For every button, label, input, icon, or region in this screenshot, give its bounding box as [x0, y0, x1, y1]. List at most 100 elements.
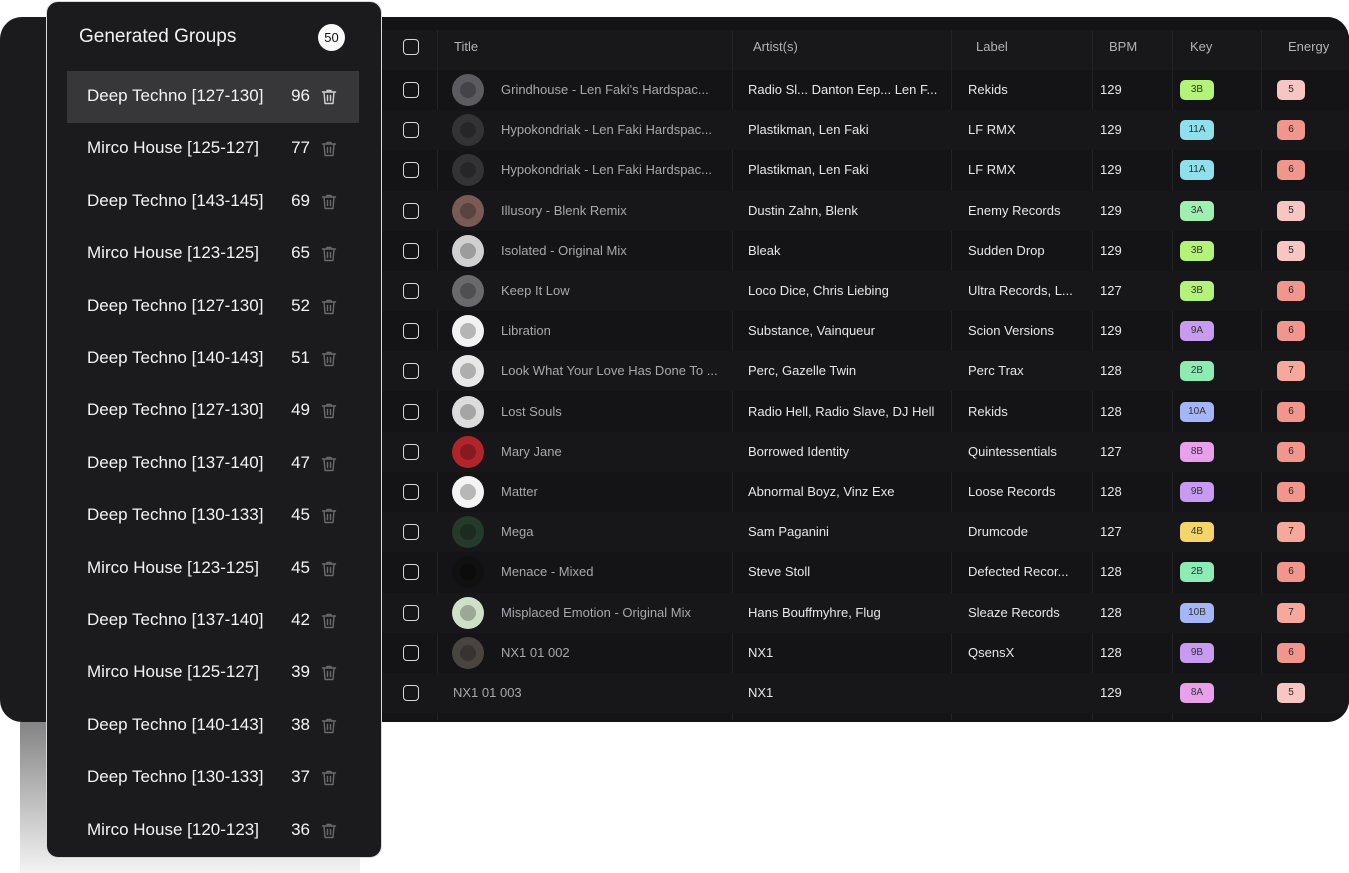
- trash-icon[interactable]: [319, 297, 339, 317]
- track-title: NX1 01 003: [453, 685, 522, 700]
- group-item[interactable]: Mirco House [123-125] 65: [67, 228, 359, 280]
- header-bpm[interactable]: BPM: [1109, 39, 1138, 54]
- table-row[interactable]: Look What Your Love Has Done To ... Perc,…: [382, 351, 1349, 392]
- row-checkbox[interactable]: [403, 283, 419, 299]
- trash-icon[interactable]: [319, 244, 339, 264]
- trash-icon[interactable]: [319, 611, 339, 631]
- trash-icon[interactable]: [319, 506, 339, 526]
- track-artists: Dustin Zahn, Blenk: [748, 202, 858, 218]
- group-label: Mirco House [123-125]: [87, 557, 259, 577]
- track-bpm: 128: [1100, 604, 1122, 620]
- trash-icon[interactable]: [319, 401, 339, 421]
- group-label: Mirco House [125-127]: [87, 662, 259, 682]
- track-label: Rekids: [968, 82, 1008, 97]
- table-row[interactable]: Mega Sam Paganini Drumcode 127 4B 7: [382, 512, 1349, 553]
- track-bpm: 127: [1100, 443, 1122, 459]
- group-item[interactable]: Deep Techno [130-133] 37: [67, 752, 359, 804]
- track-label: LF RMX: [968, 162, 1016, 178]
- group-item[interactable]: Mirco House [125-127] 39: [67, 647, 359, 699]
- trash-icon[interactable]: [319, 768, 339, 788]
- group-label: Deep Techno [127-130]: [87, 400, 264, 420]
- group-item[interactable]: Deep Techno [127-130] 49: [67, 385, 359, 437]
- track-bpm: 128: [1100, 564, 1122, 580]
- track-label: LF RMX: [968, 122, 1016, 138]
- table-row[interactable]: Mary Jane Borrowed Identity Quintessential…: [382, 431, 1349, 472]
- group-item[interactable]: Deep Techno [137-140] 42: [67, 595, 359, 647]
- album-art: [452, 355, 484, 388]
- group-item[interactable]: Deep Techno [127-130] 96: [67, 71, 359, 123]
- group-count: 37: [291, 767, 310, 787]
- group-item[interactable]: Deep Techno [137-140] 47: [67, 438, 359, 490]
- panel-title: Generated Groups: [79, 26, 237, 47]
- group-item[interactable]: Mirco House [123-125] 45: [67, 543, 359, 595]
- row-checkbox[interactable]: [403, 564, 419, 581]
- group-item[interactable]: Mirco House [125-127] 77: [67, 123, 359, 175]
- table-row[interactable]: NX1 01 003 NX1 129 8A 5: [382, 673, 1349, 713]
- table-row[interactable]: Misplaced Emotion - Original Mix Hans Bou…: [382, 592, 1349, 633]
- table-row[interactable]: Grindhouse - Len Faki's Hardspac... Radio…: [382, 70, 1349, 110]
- table-row[interactable]: Keep It Low Loco Dice, Chris Liebing Ultra…: [382, 271, 1349, 311]
- group-item[interactable]: Deep Techno [130-133] 45: [67, 490, 359, 542]
- trash-icon[interactable]: [319, 559, 339, 579]
- header-energy[interactable]: Energy: [1288, 39, 1330, 54]
- row-checkbox[interactable]: [403, 685, 419, 701]
- group-item[interactable]: Deep Techno [143-145] 69: [67, 176, 359, 228]
- select-all-checkbox[interactable]: [403, 39, 419, 55]
- table-row[interactable]: Matter Abnormal Boyz, Vinz Exe Loose Recor…: [382, 472, 1349, 512]
- group-label: Mirco House [123-125]: [87, 243, 259, 263]
- group-item[interactable]: Deep Techno [127-130] 52: [67, 281, 359, 333]
- row-checkbox[interactable]: [403, 403, 419, 420]
- row-checkbox[interactable]: [403, 524, 419, 541]
- row-checkbox[interactable]: [403, 604, 419, 621]
- row-checkbox[interactable]: [403, 443, 419, 460]
- key-badge: 3B: [1180, 281, 1214, 301]
- group-item[interactable]: Mirco House [120-123] 36: [67, 805, 359, 857]
- header-key[interactable]: Key: [1190, 39, 1213, 54]
- track-bpm: 128: [1100, 484, 1122, 499]
- track-artists: Steve Stoll: [748, 564, 811, 580]
- trash-icon[interactable]: [319, 192, 339, 212]
- trash-icon[interactable]: [319, 663, 339, 683]
- header-label[interactable]: Label: [976, 39, 1008, 54]
- trash-icon[interactable]: [319, 139, 339, 159]
- groups-count-badge: 50: [318, 24, 345, 51]
- group-label: Deep Techno [137-140]: [87, 452, 264, 472]
- header-title[interactable]: Title: [454, 39, 479, 54]
- row-checkbox[interactable]: [403, 122, 419, 139]
- row-checkbox[interactable]: [403, 242, 419, 259]
- table-row[interactable]: NX1 01 002 NX1 QsensX 128 9B 6: [382, 633, 1349, 673]
- energy-badge: 5: [1277, 80, 1305, 100]
- row-checkbox[interactable]: [403, 323, 419, 340]
- track-title: Mega: [501, 524, 534, 540]
- row-checkbox[interactable]: [403, 82, 419, 98]
- trash-icon[interactable]: [319, 87, 339, 107]
- row-checkbox[interactable]: [403, 644, 419, 661]
- table-row[interactable]: Menace - Mixed Steve Stoll Defected Recor.…: [382, 552, 1349, 592]
- trash-icon[interactable]: [319, 716, 339, 736]
- track-title: Misplaced Emotion - Original Mix: [501, 604, 692, 620]
- group-item[interactable]: Deep Techno [140-143] 51: [67, 333, 359, 385]
- table-row[interactable]: Isolated - Original Mix Bleak Sudden Drop 1…: [382, 231, 1349, 271]
- track-title: Lost Souls: [501, 403, 562, 419]
- group-item[interactable]: Deep Techno [140-143] 38: [67, 700, 359, 752]
- trash-icon[interactable]: [319, 821, 339, 841]
- row-checkbox[interactable]: [403, 202, 419, 219]
- header-artists[interactable]: Artist(s): [753, 39, 798, 54]
- trash-icon[interactable]: [319, 349, 339, 369]
- trash-icon[interactable]: [319, 454, 339, 474]
- track-title: Illusory - Blenk Remix: [501, 202, 627, 218]
- group-count: 77: [291, 138, 310, 158]
- row-checkbox[interactable]: [403, 363, 419, 380]
- track-artists: Perc, Gazelle Twin: [748, 363, 857, 379]
- track-bpm: 128: [1100, 644, 1122, 660]
- table-row[interactable]: Lost Souls Radio Hell, Radio Slave, DJ He…: [382, 392, 1349, 432]
- row-checkbox[interactable]: [403, 484, 419, 500]
- row-checkbox[interactable]: [403, 162, 419, 179]
- table-row[interactable]: Illusory - Blenk Remix Dustin Zahn, Blenk…: [382, 190, 1349, 231]
- table-row[interactable]: Hypokondriak - Len Faki Hardspac... Plast…: [382, 110, 1349, 151]
- track-label: Quintessentials: [968, 443, 1057, 459]
- table-row[interactable]: Libration Substance, Vainqueur Scion Versi…: [382, 311, 1349, 351]
- album-art: [452, 275, 484, 307]
- table-row[interactable]: Hypokondriak - Len Faki Hardspac... Plast…: [382, 150, 1349, 190]
- track-bpm: 129: [1100, 323, 1122, 339]
